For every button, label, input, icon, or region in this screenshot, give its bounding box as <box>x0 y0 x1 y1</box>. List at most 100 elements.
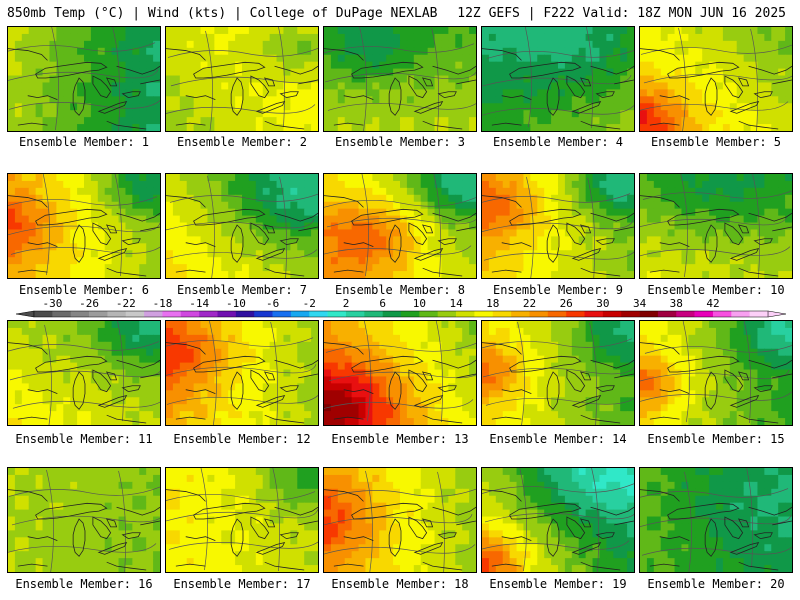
colorbar: -30 -26 -22 -18 -14 -10 -6 -2 2 6 10 14 18 22 26 30 34 38… <box>15 297 787 318</box>
ensemble-member-label: Ensemble Member: 2 <box>176 135 308 149</box>
colorbar-swatch <box>345 311 365 317</box>
temperature-map-1 <box>8 27 160 131</box>
colorbar-swatch <box>529 311 549 317</box>
temperature-map-14 <box>482 321 634 425</box>
ensemble-member-label: Ensemble Member: 18 <box>331 577 469 591</box>
colorbar-tick-label: 42 <box>706 297 719 310</box>
ensemble-panel-3 <box>323 26 477 132</box>
colorbar-tick-label: 2 <box>343 297 350 310</box>
temperature-map-5 <box>640 27 792 131</box>
temperature-map-9 <box>482 174 634 278</box>
colorbar-swatch <box>235 311 255 317</box>
ensemble-member-label: Ensemble Member: 3 <box>334 135 466 149</box>
model-run-info: 12Z GEFS | F222 Valid: 18Z MON JUN 16 20… <box>457 6 786 21</box>
colorbar-swatch <box>492 311 512 317</box>
ensemble-member-label: Ensemble Member: 7 <box>176 283 308 297</box>
colorbar-swatch <box>180 311 200 317</box>
colorbar-swatch <box>89 311 108 317</box>
ensemble-panel-10 <box>639 173 793 279</box>
colorbar-tick-label: -14 <box>189 297 209 310</box>
ensemble-panel-18 <box>323 467 477 573</box>
ensemble-panel-2 <box>165 26 319 132</box>
ensemble-member-label: Ensemble Member: 16 <box>15 577 153 591</box>
temperature-map-20 <box>640 468 792 572</box>
ensemble-member-label: Ensemble Member: 6 <box>18 283 150 297</box>
colorbar-swatch <box>566 311 585 317</box>
colorbar-swatch <box>327 311 347 317</box>
ensemble-panel-15 <box>639 320 793 426</box>
colorbar-tick-label: -30 <box>42 297 62 310</box>
colorbar-swatch <box>694 311 714 317</box>
ensemble-panel-17 <box>165 467 319 573</box>
ensemble-member-label: Ensemble Member: 11 <box>15 432 153 446</box>
temperature-map-16 <box>8 468 160 572</box>
temperature-map-8 <box>324 174 476 278</box>
colorbar-swatch <box>364 311 383 317</box>
colorbar-tick-label: 14 <box>449 297 463 310</box>
ensemble-member-label: Ensemble Member: 13 <box>331 432 469 446</box>
ensemble-member-label: Ensemble Member: 5 <box>650 135 782 149</box>
colorbar-swatch <box>199 311 218 317</box>
colorbar-swatch <box>217 311 237 317</box>
ensemble-panel-6 <box>7 173 161 279</box>
ensemble-member-label: Ensemble Member: 9 <box>492 283 624 297</box>
colorbar-swatch <box>162 311 182 317</box>
colorbar-swatch <box>474 311 494 317</box>
colorbar-tick-label: 6 <box>379 297 386 310</box>
colorbar-swatch <box>144 311 163 317</box>
colorbar-swatch <box>401 311 420 317</box>
colorbar-swatch <box>52 311 71 317</box>
colorbar-swatch <box>511 311 530 317</box>
ensemble-member-label: Ensemble Member: 4 <box>492 135 624 149</box>
temperature-map-11 <box>8 321 160 425</box>
ensemble-panel-5 <box>639 26 793 132</box>
colorbar-swatch <box>639 311 659 317</box>
colorbar-tick-label: 22 <box>523 297 536 310</box>
temperature-map-4 <box>482 27 634 131</box>
colorbar-swatch <box>382 311 402 317</box>
colorbar-tick-label: -2 <box>303 297 316 310</box>
ensemble-member-label: Ensemble Member: 15 <box>647 432 785 446</box>
colorbar-swatch <box>437 311 457 317</box>
colorbar-swatch <box>125 311 145 317</box>
temperature-map-12 <box>166 321 318 425</box>
colorbar-tick-label: 30 <box>596 297 609 310</box>
temperature-map-10 <box>640 174 792 278</box>
temperature-map-19 <box>482 468 634 572</box>
ensemble-panel-20 <box>639 467 793 573</box>
colorbar-min-arrow <box>15 310 35 318</box>
colorbar-swatch <box>107 311 127 317</box>
colorbar-swatch <box>419 311 438 317</box>
ensemble-panel-11 <box>7 320 161 426</box>
temperature-map-17 <box>166 468 318 572</box>
colorbar-max-arrow <box>767 310 787 318</box>
temperature-map-7 <box>166 174 318 278</box>
ensemble-member-label: Ensemble Member: 12 <box>173 432 311 446</box>
ensemble-member-label: Ensemble Member: 19 <box>489 577 627 591</box>
colorbar-swatch <box>272 311 292 317</box>
colorbar-swatch <box>584 311 604 317</box>
colorbar-swatch <box>621 311 640 317</box>
temperature-map-13 <box>324 321 476 425</box>
colorbar-tick-label: -10 <box>226 297 246 310</box>
ensemble-member-label: Ensemble Member: 10 <box>647 283 785 297</box>
ensemble-panel-13 <box>323 320 477 426</box>
colorbar-swatch <box>290 311 310 317</box>
colorbar-tick-label: 38 <box>670 297 683 310</box>
colorbar-swatch <box>34 311 53 317</box>
colorbar-tick-label: -26 <box>79 297 99 310</box>
temperature-map-2 <box>166 27 318 131</box>
ensemble-member-label: Ensemble Member: 17 <box>173 577 311 591</box>
colorbar-swatch <box>309 311 328 317</box>
colorbar-tick-label: 26 <box>560 297 573 310</box>
colorbar-tick-label: -6 <box>266 297 279 310</box>
ensemble-member-label: Ensemble Member: 14 <box>489 432 627 446</box>
ensemble-panel-14 <box>481 320 635 426</box>
colorbar-swatch <box>547 311 567 317</box>
colorbar-swatch <box>254 311 273 317</box>
colorbar-swatch <box>602 311 622 317</box>
colorbar-tick-label: 18 <box>486 297 499 310</box>
ensemble-panel-1 <box>7 26 161 132</box>
colorbar-swatch <box>657 311 677 317</box>
temperature-map-6 <box>8 174 160 278</box>
